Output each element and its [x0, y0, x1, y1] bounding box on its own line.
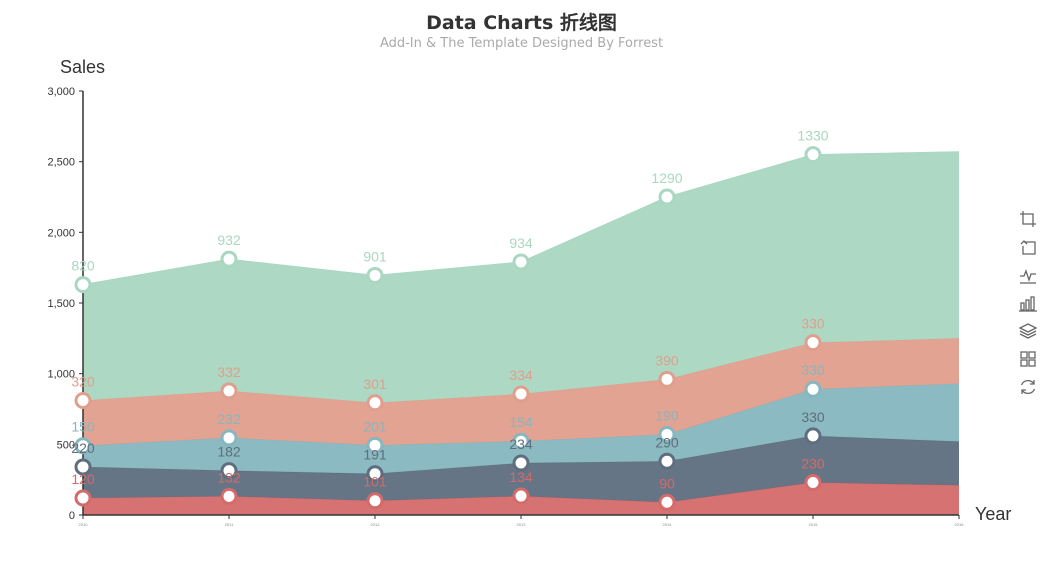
- series-3-point[interactable]: [804, 380, 822, 398]
- y-tick-label: 2,500: [47, 157, 75, 169]
- series-2-data-label: 182: [217, 444, 241, 460]
- x-tick-label: 2011: [225, 522, 234, 527]
- series-2-data-label: 234: [509, 436, 533, 452]
- series-1-data-label: 134: [509, 469, 533, 485]
- x-tick-label: 2012: [371, 522, 381, 527]
- series-1-data-label: 120: [71, 471, 95, 487]
- y-tick-label: 1,000: [47, 369, 75, 381]
- series-5-data-label: 1290: [651, 170, 682, 186]
- series-3-data-label: 150: [71, 419, 95, 435]
- series-5-point[interactable]: [658, 188, 676, 206]
- series-5-data-label: 820: [71, 258, 95, 274]
- tiled-icon[interactable]: [1018, 349, 1038, 369]
- stack-icon[interactable]: [1018, 321, 1038, 341]
- y-tick-label: 1,500: [47, 298, 75, 310]
- refresh-icon[interactable]: [1018, 377, 1038, 397]
- series-5-point[interactable]: [512, 253, 530, 271]
- series-2-data-label: 220: [71, 440, 95, 456]
- series-5-point[interactable]: [804, 146, 822, 164]
- series-1-data-label: 230: [801, 455, 825, 471]
- series-5-area: [83, 151, 959, 403]
- series-1-point[interactable]: [74, 489, 92, 507]
- series-1-point[interactable]: [366, 492, 384, 510]
- series-5-point[interactable]: [366, 266, 384, 284]
- series-2-point[interactable]: [512, 454, 530, 472]
- x-tick-label: 2010: [79, 522, 89, 527]
- line-chart-icon[interactable]: [1018, 265, 1038, 285]
- series-1-point[interactable]: [220, 487, 238, 505]
- series-2-point[interactable]: [804, 427, 822, 445]
- series-3-data-label: 201: [363, 418, 387, 434]
- series-4-point[interactable]: [74, 392, 92, 410]
- series-1-data-label: 90: [659, 475, 675, 491]
- series-3-data-label: 190: [655, 407, 679, 423]
- series-4-point[interactable]: [804, 334, 822, 352]
- series-2-data-label: 290: [655, 434, 679, 450]
- series-4-point[interactable]: [512, 385, 530, 403]
- series-3-data-label: 232: [217, 411, 241, 427]
- undo-icon[interactable]: [1018, 237, 1038, 257]
- series-4-point[interactable]: [220, 382, 238, 400]
- y-tick-label: 500: [57, 439, 75, 451]
- series-4-data-label: 320: [71, 374, 95, 390]
- x-axis-title: Year: [975, 504, 1011, 524]
- crop-icon[interactable]: [1018, 209, 1038, 229]
- series-4-point[interactable]: [366, 394, 384, 412]
- y-tick-label: 2,000: [47, 227, 75, 239]
- chart-subtitle: Add-In & The Template Designed By Forres…: [379, 36, 664, 51]
- x-tick-label: 2016: [955, 522, 965, 527]
- series-2-data-label: 330: [801, 409, 825, 425]
- chart-toolbox: [1018, 209, 1040, 405]
- series-3-point[interactable]: [366, 436, 384, 454]
- y-axis-title: Sales: [60, 57, 105, 77]
- x-tick-label: 2013: [517, 522, 527, 527]
- series-4-point[interactable]: [658, 370, 676, 388]
- series-5-point[interactable]: [220, 250, 238, 268]
- series-1-point[interactable]: [658, 493, 676, 511]
- series-2-data-label: 191: [363, 447, 387, 463]
- series-3-area: [83, 383, 959, 474]
- series-5-data-label: 901: [363, 248, 387, 264]
- series-3-point[interactable]: [512, 432, 530, 450]
- series-5-data-label: 1330: [797, 128, 828, 144]
- series-4-data-label: 332: [217, 364, 241, 380]
- x-tick-label: 2015: [809, 522, 819, 527]
- series-3-data-label: 154: [509, 414, 533, 430]
- y-tick-label: 3,000: [47, 86, 75, 98]
- series-3-point[interactable]: [658, 425, 676, 443]
- series-4-area: [83, 338, 959, 446]
- y-tick-label: 0: [69, 510, 75, 522]
- series-2-point[interactable]: [220, 462, 238, 480]
- series-1-point[interactable]: [804, 473, 822, 491]
- series-5-point[interactable]: [74, 276, 92, 294]
- series-2-point[interactable]: [658, 452, 676, 470]
- series-3-data-label: 330: [801, 362, 825, 378]
- series-5-data-label: 934: [509, 235, 533, 251]
- chart-title: Data Charts 折线图: [426, 12, 617, 34]
- series-3-point[interactable]: [74, 437, 92, 455]
- series-1-point[interactable]: [512, 487, 530, 505]
- x-tick-label: 2014: [663, 522, 673, 527]
- series-1-data-label: 132: [217, 469, 241, 485]
- bar-chart-icon[interactable]: [1018, 293, 1038, 313]
- series-4-data-label: 301: [363, 376, 387, 392]
- series-3-point[interactable]: [220, 429, 238, 447]
- series-1-data-label: 101: [363, 474, 387, 490]
- series-2-point[interactable]: [74, 458, 92, 476]
- series-4-data-label: 330: [801, 316, 825, 332]
- series-4-data-label: 334: [509, 367, 533, 383]
- series-4-data-label: 390: [655, 352, 679, 368]
- series-5-data-label: 932: [217, 232, 241, 248]
- series-2-point[interactable]: [366, 465, 384, 483]
